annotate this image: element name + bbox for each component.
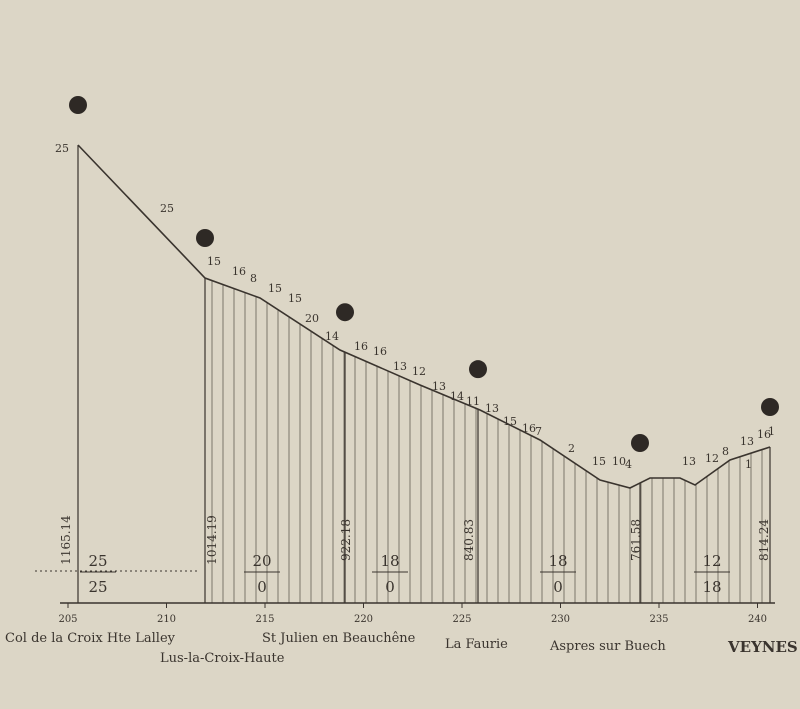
gradient-label: 12 [705,452,719,465]
gradient-label: 7 [535,425,542,438]
station-elevation: 1014.19 [205,515,219,565]
km-label: 220 [354,614,373,625]
section-top: 20 [252,552,271,570]
km-label: 215 [255,614,274,625]
station-elevation: 922.18 [339,519,353,561]
station-elevation: 814.24 [757,519,771,561]
gradient-label: 4 [625,458,632,471]
gradient-label: 16 [522,422,536,435]
station-elevation: 761.58 [629,519,643,561]
station-elevation: 1165.14 [59,515,73,565]
station-marker [336,303,354,322]
section-bottom: 0 [553,578,563,596]
station-elevation: 840.83 [462,519,476,561]
station-marker [196,229,214,247]
section-top: 18 [548,552,567,570]
section-top: 25 [88,552,107,570]
gradient-label: 10 [612,455,626,468]
station-marker [761,398,779,416]
station-name: Lus-la-Croix-Haute [160,651,285,666]
gradient-label: 1 [745,458,752,471]
section-bottom: 25 [88,578,107,596]
gradient-label: 15 [503,415,517,428]
gradient-label: 8 [250,272,257,285]
gradient-label: 12 [412,365,426,378]
gradient-label: 11 [466,395,480,408]
section-bottom: 0 [257,578,267,596]
station-name: La Faurie [445,637,508,652]
gradient-label: 15 [207,255,221,268]
gradient-label: 25 [55,142,69,155]
gradient-label: 13 [432,380,446,393]
gradient-label: 25 [160,202,174,215]
station-marker [631,434,649,452]
gradient-label: 15 [268,282,282,295]
km-label: 230 [551,614,570,625]
gradient-label: 13 [485,402,499,415]
gradient-label: 13 [740,435,754,448]
section-bottom: 18 [702,578,721,596]
station-name: St Julien en Beauchêne [262,631,416,646]
gradient-label: 15 [592,455,606,468]
gradient-label: 13 [393,360,407,373]
gradient-label: 16 [757,428,771,441]
gradient-label: 1 [768,425,775,438]
gradient-label: 16 [232,265,246,278]
gradient-label: 16 [373,345,387,358]
section-top: 18 [380,552,399,570]
gradient-label: 20 [305,312,319,325]
station-name: Aspres sur Buech [549,639,666,654]
gradient-label: 8 [722,445,729,458]
km-label: 240 [748,614,767,625]
section-bottom: 0 [385,578,395,596]
km-label: 205 [58,614,77,625]
km-label: 225 [452,614,471,625]
km-label: 235 [649,614,668,625]
gradient-label: 13 [682,455,696,468]
station-name: Col de la Croix Hte Lalley [5,631,176,646]
gradient-label: 14 [325,330,339,343]
station-name: VEYNES [727,638,798,656]
section-top: 12 [702,552,721,570]
gradient-label: 16 [354,340,368,353]
station-marker [69,96,87,114]
station-marker [469,360,487,379]
gradient-label: 14 [450,390,464,403]
km-label: 210 [157,614,176,625]
profile-line [77,144,771,489]
gradient-label: 2 [568,442,575,455]
gradient-label: 15 [288,292,302,305]
